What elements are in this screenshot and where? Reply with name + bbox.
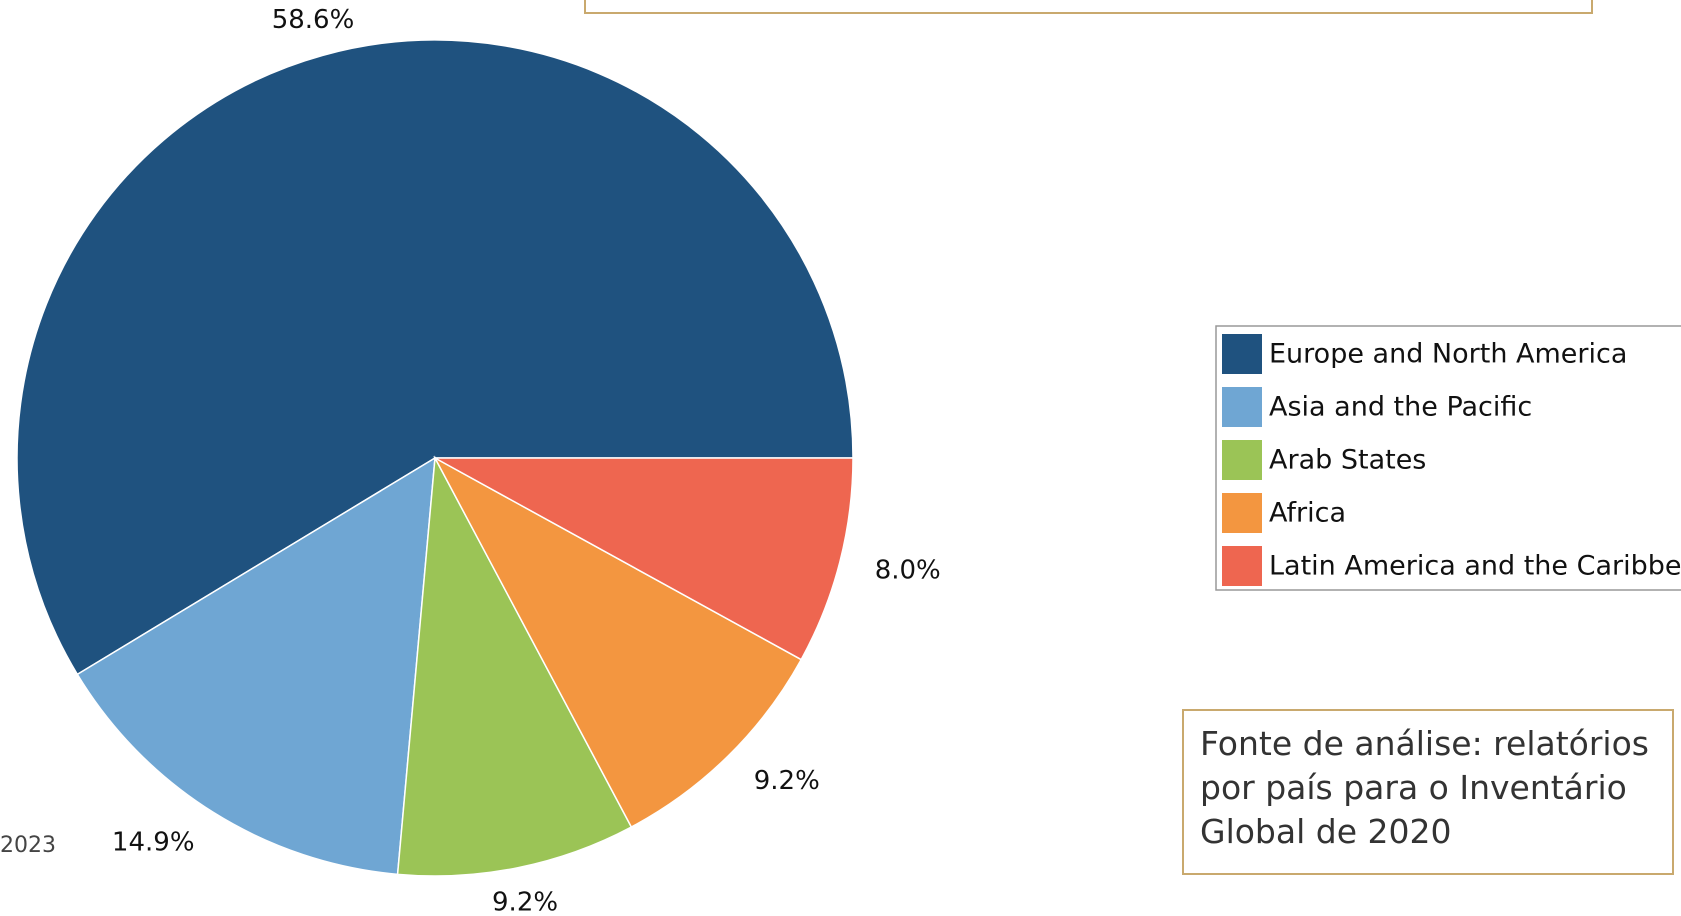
legend-box <box>1215 325 1681 591</box>
legend-swatch <box>1222 440 1262 480</box>
pie-slice <box>434 457 854 661</box>
pie-slice <box>433 456 803 829</box>
legend-label: Africa <box>1269 498 1346 529</box>
data-label: 8.0% <box>875 556 941 586</box>
legend-swatch <box>1222 546 1262 586</box>
source-note: Fonte de análise: relatórios por país pa… <box>1200 724 1649 851</box>
legend-label: Europe and North America <box>1269 339 1627 370</box>
legend-swatch <box>1222 493 1262 533</box>
legend-label: Asia and the Pacific <box>1269 392 1532 423</box>
pie-slice <box>16 39 854 676</box>
data-label: 9.2% <box>754 766 820 796</box>
legend-label: Latin America and the Caribbean <box>1269 551 1681 582</box>
annotation: 2023 <box>0 833 56 858</box>
legend-swatch <box>1222 387 1262 427</box>
data-label: 14.9% <box>112 828 195 858</box>
source-note-container: Fonte de análise: relatórios por país pa… <box>1200 724 1649 851</box>
data-label: 58.6% <box>272 5 355 35</box>
source-box <box>1182 709 1674 875</box>
pie-slice <box>76 456 436 876</box>
legend-label: Arab States <box>1269 445 1426 476</box>
pie-slice <box>396 455 633 877</box>
data-label: 9.2% <box>492 887 558 916</box>
top-box <box>584 0 1593 14</box>
legend-swatch <box>1222 334 1262 374</box>
